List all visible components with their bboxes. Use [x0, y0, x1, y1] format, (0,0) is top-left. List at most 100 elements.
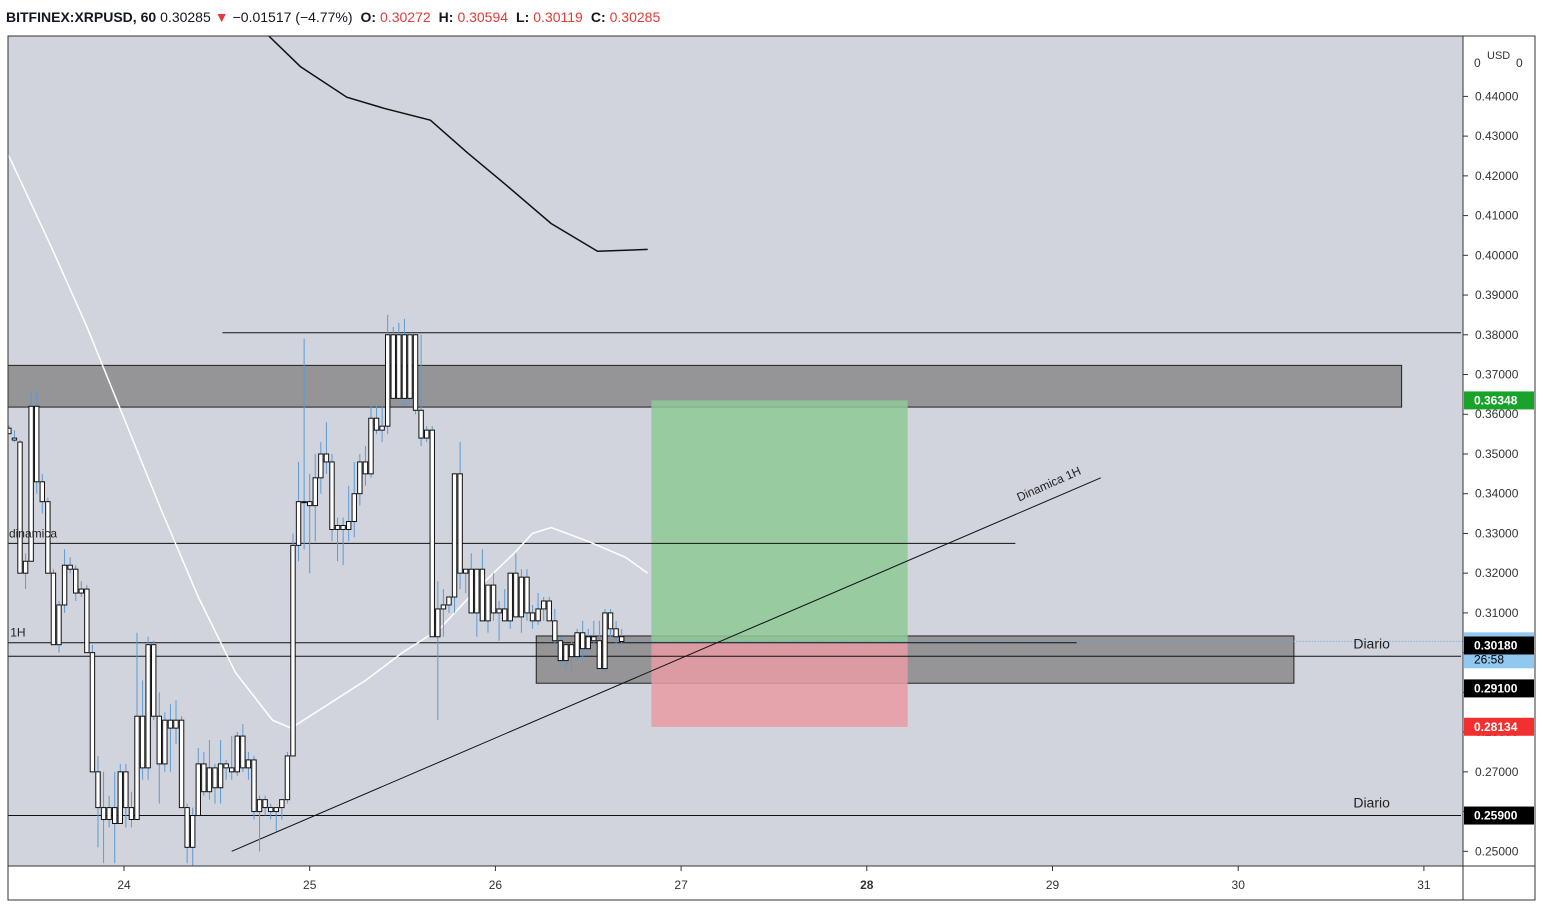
candle-body-17 — [100, 807, 107, 821]
candle-body-54 — [307, 501, 313, 507]
axes-layer: 0USD00.250000.260000.270000.280000.29000… — [7, 35, 1536, 901]
price-label-2: 26:58 — [1474, 652, 1504, 666]
candle-body-37 — [212, 767, 218, 789]
candle-body-91 — [513, 572, 519, 618]
candle-body-78 — [440, 604, 447, 610]
candle-body-68 — [384, 334, 391, 427]
trend-line — [231, 477, 1101, 852]
white-moving-average — [8, 152, 649, 729]
y-tick-label-14: 0.39000 — [1475, 288, 1519, 302]
price-change: −0.01517 (−4.77%) — [232, 9, 353, 25]
y-tick-label-11: 0.36000 — [1475, 407, 1519, 421]
candle-body-62 — [351, 493, 357, 523]
x-tick-label-1: 25 — [303, 878, 317, 892]
candle-body-23 — [134, 715, 140, 821]
candle-body-110 — [618, 636, 625, 643]
candle-body-58 — [329, 461, 335, 530]
candle-body-29 — [167, 719, 174, 729]
moving-averages-layer — [8, 36, 649, 729]
open-value: 0.30272 — [380, 9, 431, 25]
y-tick-label-16: 0.41000 — [1475, 209, 1519, 223]
axis-top-label: 0 — [1474, 56, 1481, 70]
candle-body-89 — [501, 608, 508, 622]
candle-body-85 — [479, 568, 486, 622]
candle-body-55 — [312, 477, 318, 507]
candle-body-79 — [446, 596, 452, 606]
y-tick-label-0: 0.25000 — [1475, 844, 1519, 858]
candle-body-80 — [451, 473, 458, 598]
price-label-bg-2 — [1464, 650, 1534, 669]
candle-body-92 — [518, 576, 525, 618]
candle-body-13 — [78, 588, 84, 594]
candle-body-39 — [223, 763, 229, 769]
candle-body-75 — [423, 429, 430, 439]
y-tick-label-8: 0.33000 — [1475, 526, 1519, 540]
candle-body-43 — [245, 759, 252, 769]
candle-body-40 — [229, 767, 235, 773]
candle-body-56 — [318, 453, 324, 479]
price-label-bg-3 — [1464, 636, 1534, 655]
candle-body-83 — [468, 568, 474, 614]
candle-body-106 — [596, 640, 603, 670]
high-value: 0.30594 — [457, 9, 509, 25]
axis-top-label-right: 0 — [1516, 56, 1523, 70]
candle-body-100 — [563, 644, 569, 662]
y-tick-label-17: 0.42000 — [1475, 169, 1519, 183]
low-label: L: — [516, 9, 530, 25]
price-label-bg-0 — [1464, 391, 1534, 410]
symbol-label[interactable]: BITFINEX:XRPUSD, 60 — [6, 9, 157, 25]
candle-body-36 — [206, 767, 213, 793]
price-label-bg-6 — [1464, 806, 1534, 825]
candle-body-94 — [529, 612, 536, 622]
candle-body-28 — [162, 719, 168, 765]
price-label-3: 0.30180 — [1474, 638, 1518, 652]
x-tick-label-4: 28 — [860, 878, 874, 892]
y-tick-label-12: 0.37000 — [1475, 368, 1519, 382]
candle-body-67 — [379, 425, 385, 431]
x-tick-label-5: 29 — [1046, 878, 1060, 892]
candle-body-69 — [390, 334, 396, 399]
candle-body-11 — [67, 564, 73, 570]
price-label-0: 0.36348 — [1474, 393, 1518, 407]
candle-body-65 — [368, 417, 374, 475]
close-label: C: — [590, 9, 606, 25]
candle-body-46 — [262, 799, 268, 809]
candle-body-74 — [418, 409, 424, 439]
candle-body-9 — [56, 604, 62, 646]
candle-body-30 — [173, 719, 179, 729]
annotation-2: Diario — [1353, 636, 1390, 652]
candle-body-84 — [474, 568, 480, 614]
candle-body-60 — [340, 524, 346, 530]
annotation-1: Dinamica 1H — [0, 626, 26, 640]
candle-body-31 — [178, 719, 185, 809]
candle-body-45 — [256, 799, 263, 813]
candle-body-59 — [334, 524, 341, 530]
candle-body-12 — [73, 568, 79, 594]
candle-body-103 — [579, 632, 586, 650]
chart-frame — [7, 35, 1536, 901]
candle-body-19 — [112, 807, 118, 824]
candle-body-76 — [429, 429, 435, 638]
candle-body-25 — [145, 644, 151, 769]
candle-body-16 — [95, 771, 101, 809]
candle-body-102 — [574, 632, 580, 658]
y-tick-label-19: 0.44000 — [1475, 89, 1519, 103]
price-label-5: 0.28134 — [1474, 720, 1518, 734]
y-tick-label-18: 0.43000 — [1475, 129, 1519, 143]
candle-body-27 — [156, 715, 162, 765]
candle-body-99 — [557, 640, 564, 662]
candle-body-38 — [217, 763, 224, 789]
zones-layer — [8, 364, 1403, 727]
candle-body-90 — [507, 572, 513, 622]
candle-body-49 — [279, 799, 285, 809]
candle-body-32 — [184, 807, 190, 848]
candle-body-61 — [345, 521, 352, 530]
candle-body-93 — [524, 576, 530, 614]
close-value: 0.30285 — [609, 9, 661, 25]
x-tick-label-0: 24 — [117, 878, 131, 892]
candle-body-57 — [323, 453, 330, 463]
candle-body-6 — [39, 481, 45, 503]
price-label-bg-5 — [1464, 717, 1534, 736]
candle-body-18 — [106, 807, 112, 821]
